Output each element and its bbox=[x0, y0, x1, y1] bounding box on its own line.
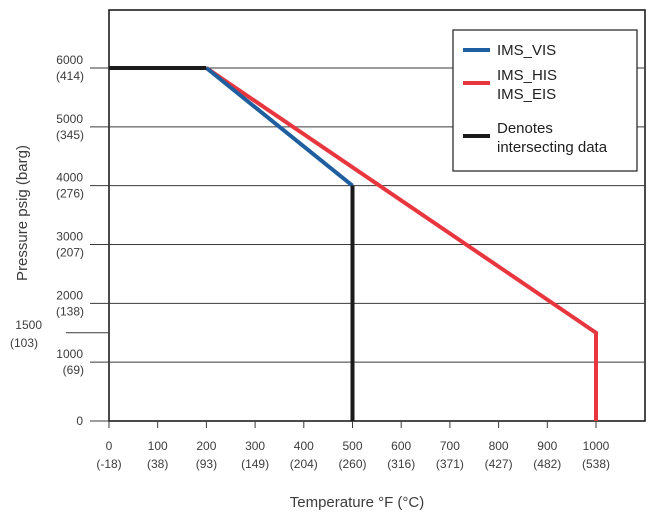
series-lines bbox=[109, 66, 598, 421]
legend-label-2-line-2: IMS_EIS bbox=[497, 86, 556, 103]
legend-label-1-line-1: IMS_VIS bbox=[497, 42, 556, 59]
x-tick-sub-300: (149) bbox=[241, 457, 269, 471]
y-tick-label-1500: 1500 bbox=[15, 318, 42, 332]
x-tick-label-800: 800 bbox=[489, 439, 509, 453]
y-tick-label-1000: 1000 bbox=[56, 347, 83, 361]
x-axis-label: Temperature °F (°C) bbox=[290, 494, 425, 511]
y-axis-ticks: 0 1000 (69) 1500 (103) 2000 (138) 3000 (207) 4000… bbox=[10, 53, 109, 428]
series-line-ims-his-eis bbox=[205, 66, 598, 421]
y-axis-label: Pressure psig (barg) bbox=[14, 145, 31, 281]
y-tick-label-4000: 4000 bbox=[56, 171, 83, 185]
x-tick-label-300: 300 bbox=[245, 439, 265, 453]
y-tick-label-3000: 3000 bbox=[56, 230, 83, 244]
x-tick-sub-0: (-18) bbox=[96, 457, 121, 471]
x-tick-sub-600: (316) bbox=[387, 457, 415, 471]
x-tick-label-700: 700 bbox=[440, 439, 460, 453]
x-axis-ticks: 0 (-18) 100 (38) 200 (93) 300 (149) 400 (204) 500 (… bbox=[96, 421, 610, 471]
y-tick-sub-2000: (138) bbox=[56, 304, 84, 318]
y-tick-sub-4000: (276) bbox=[56, 187, 84, 201]
x-tick-label-400: 400 bbox=[294, 439, 314, 453]
x-tick-label-1000: 1000 bbox=[583, 439, 610, 453]
y-tick-sub-6000: (414) bbox=[56, 69, 84, 83]
x-tick-label-100: 100 bbox=[148, 439, 168, 453]
legend-label-3-line-2: intersecting data bbox=[497, 139, 608, 156]
x-tick-label-900: 900 bbox=[537, 439, 557, 453]
x-tick-label-500: 500 bbox=[342, 439, 362, 453]
legend-label-3-line-1: Denotes bbox=[497, 120, 553, 137]
series-line-ims-vis bbox=[205, 66, 354, 188]
y-tick-label-0: 0 bbox=[76, 414, 83, 428]
legend-label-2-line-1: IMS_HIS bbox=[497, 67, 557, 84]
x-tick-label-0: 0 bbox=[106, 439, 113, 453]
x-tick-label-200: 200 bbox=[196, 439, 216, 453]
legend: IMS_VIS IMS_HIS IMS_EIS Denotes intersecting… bbox=[452, 29, 638, 172]
y-tick-sub-5000: (345) bbox=[56, 128, 84, 142]
x-tick-sub-900: (482) bbox=[533, 457, 561, 471]
x-tick-sub-200: (93) bbox=[196, 457, 217, 471]
x-tick-sub-100: (38) bbox=[147, 457, 168, 471]
x-tick-sub-500: (260) bbox=[338, 457, 366, 471]
plot-area-frame bbox=[108, 9, 646, 422]
x-tick-sub-800: (427) bbox=[485, 457, 513, 471]
x-tick-label-600: 600 bbox=[391, 439, 411, 453]
y-tick-sub-1000: (69) bbox=[63, 363, 84, 377]
x-tick-sub-1000: (538) bbox=[582, 457, 610, 471]
y-tick-sub-3000: (207) bbox=[56, 246, 84, 260]
y-tick-label-2000: 2000 bbox=[56, 288, 83, 302]
y-tick-sub-1500: (103) bbox=[10, 336, 38, 350]
legend-box bbox=[452, 29, 638, 172]
y-tick-label-5000: 5000 bbox=[56, 112, 83, 126]
y-tick-label-6000: 6000 bbox=[56, 53, 83, 67]
x-tick-sub-400: (204) bbox=[290, 457, 318, 471]
x-tick-sub-700: (371) bbox=[436, 457, 464, 471]
